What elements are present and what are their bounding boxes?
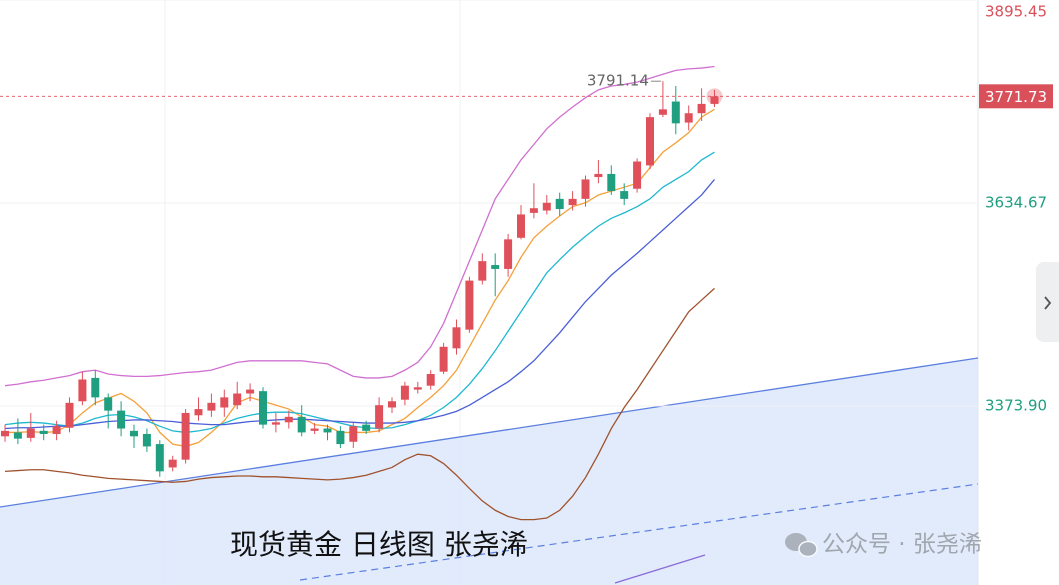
candle-body [310,428,319,431]
lower-band [614,554,706,584]
indicator-line [4,151,715,434]
candle-body [349,426,358,442]
trend-channel [0,358,978,585]
candle-body [710,96,719,104]
candle-body [168,459,177,468]
candle-body [39,430,48,434]
candle-body [542,202,551,211]
candle-body [581,179,590,199]
candle-body [413,387,422,390]
candle-body [620,191,629,199]
candle-body [155,444,164,472]
candle-body [400,385,409,400]
indicator-line [4,65,715,387]
candle-body [491,265,500,269]
candle-body [65,402,74,428]
candle-body [594,173,603,178]
candle-body [233,393,242,406]
candle-body [52,426,61,434]
candle-body [336,430,345,445]
candle-body [220,397,229,408]
indicator-line [5,108,715,448]
candle-body [207,402,216,411]
candle-body [504,239,513,269]
candle-body [271,422,280,425]
candle-body [555,198,564,209]
candle-body [26,428,35,438]
candle-body [1,430,9,437]
candle-body [439,346,448,372]
candle-body [78,379,87,402]
y-tick-label: 3895.45 [985,3,1047,21]
indicator-line [4,178,716,430]
candle-body [568,198,577,206]
candle-body [658,109,667,115]
candle-body [323,428,332,433]
candle-body [117,410,126,429]
candle-body [452,327,461,349]
candle-body [671,101,680,124]
candle-body [246,389,255,394]
candle-body [297,416,306,433]
candle-body [194,409,203,416]
candle-body [529,208,538,213]
candle-body [104,397,113,411]
side-button[interactable] [1036,262,1059,342]
indicator-line [4,287,715,521]
candle-body [284,416,293,423]
candle-body [142,433,151,447]
candle-body [478,261,487,281]
last-price-label: 3771.73 [985,88,1047,106]
trend-dashed [299,483,979,581]
expand-button[interactable] [1036,262,1059,342]
candle-body [646,117,654,166]
candle-body [130,430,138,437]
high-label: 3791.14 [587,72,649,90]
candle-body [633,161,642,189]
watermark-text: 公众号 · 张尧浠 [822,532,982,558]
chevron [1044,296,1052,310]
candle-body [13,432,22,439]
candle-body [465,280,474,330]
watermark: 公众号 · 张尧浠 [785,532,982,558]
candle-body [91,377,100,398]
chart-title: 现货黄金 日线图 张尧浠 [230,528,528,561]
candle-body [375,405,384,429]
y-tick-label: 3634.67 [985,194,1047,212]
candle-body [362,424,371,431]
last-price-glow [706,88,723,105]
candle-body [259,391,267,425]
candle-body [517,214,525,238]
candle-body [426,374,435,386]
candle-body [181,412,190,460]
candle-body [607,173,616,192]
wechat-icon [798,540,818,558]
candle-body [684,113,693,123]
plot [0,0,978,521]
y-tick-label: 3373.90 [985,397,1047,415]
candle-body [697,103,706,114]
candle-body [388,401,396,408]
last-price-box [979,84,1053,109]
